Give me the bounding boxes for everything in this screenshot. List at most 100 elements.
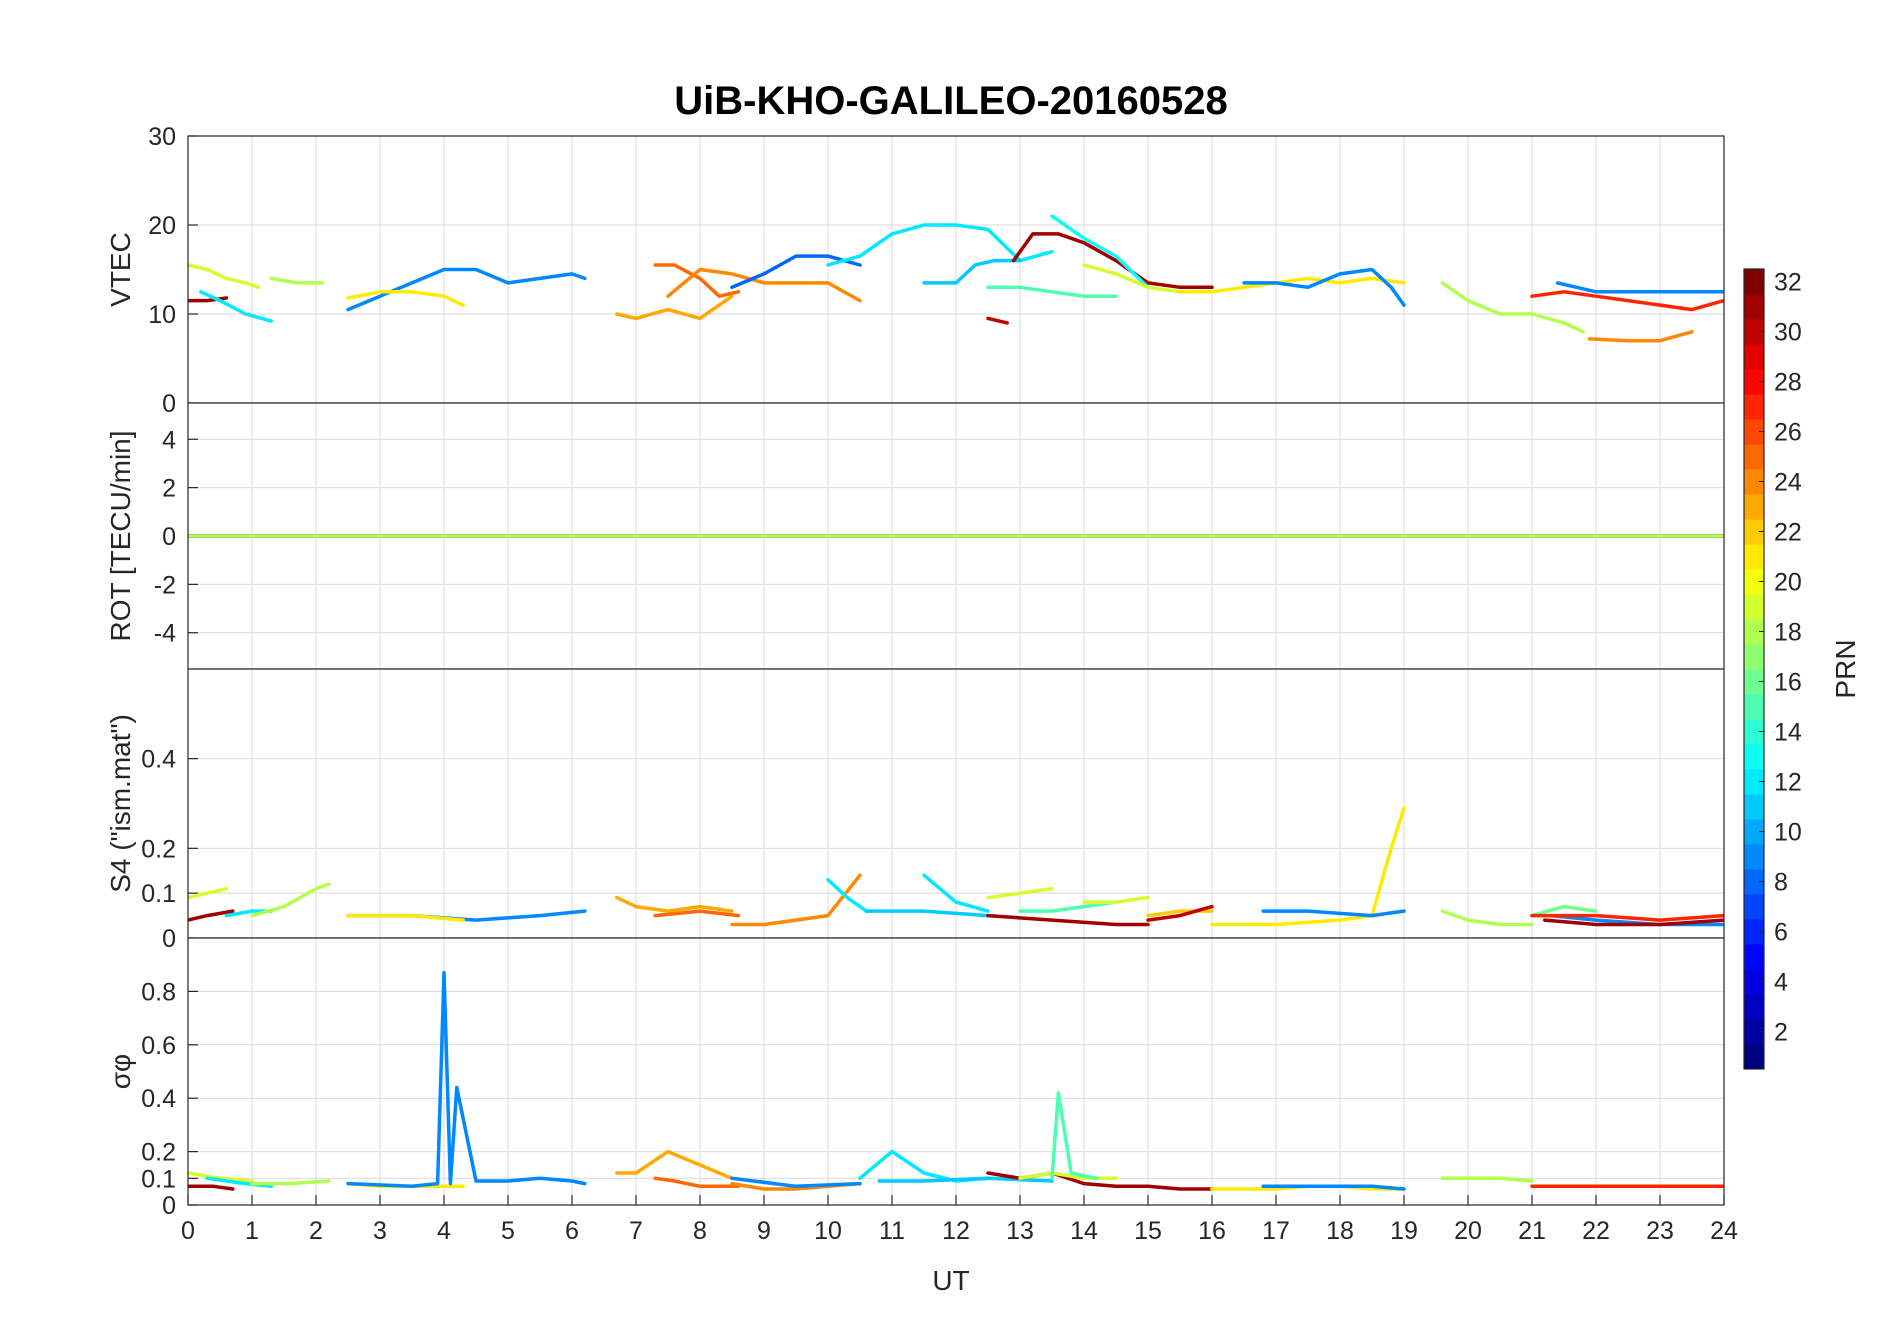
y-tick-label: 0: [162, 523, 176, 551]
colorbar-label: PRN: [1830, 639, 1861, 698]
panel-4: 00.10.2 0.4 0.6 0.8 σφ: [105, 937, 1725, 1220]
x-tick-label: 14: [1070, 1217, 1098, 1245]
colorbar-tick-label: 26: [1774, 419, 1802, 447]
colorbar-frame: [1743, 268, 1765, 1070]
colorbar-tick-label: 18: [1774, 619, 1802, 647]
x-tick-label: 15: [1134, 1217, 1162, 1245]
colorbar-swatch: [1744, 269, 1764, 295]
y-tick-label: 2: [162, 475, 176, 503]
x-tick-label: 11: [879, 1217, 905, 1245]
series-line-prn-9: [1242, 267, 1406, 307]
series-line-prn-9: [1549, 913, 1724, 927]
series-group: [188, 214, 1724, 343]
series-line-prn-18: [1440, 909, 1534, 927]
colorbar-swatch: [1744, 719, 1764, 745]
series-line-prn-19: [1082, 895, 1150, 904]
series-line-prn-24: [1587, 330, 1694, 343]
series-line-prn-18: [1440, 281, 1585, 334]
colorbar-swatch: [1744, 544, 1764, 570]
colorbar-tick-label: 6: [1774, 919, 1788, 947]
series-line-prn-19: [188, 886, 229, 900]
y-tick-label: 20: [148, 212, 176, 240]
y-tick-label: 0.2: [141, 835, 176, 863]
colorbar-tick-label: 8: [1774, 869, 1788, 897]
y-tick-label: 4: [162, 426, 176, 454]
series-line-prn-31: [188, 909, 235, 922]
colorbar-swatch: [1744, 394, 1764, 420]
colorbar-swatch: [1744, 319, 1764, 345]
x-tick-label: 5: [501, 1217, 515, 1245]
colorbar-swatch: [1744, 769, 1764, 795]
series-line-prn-30: [986, 316, 1009, 325]
y-tick-label: 0.4: [141, 746, 176, 774]
x-tick-label: 2: [309, 1217, 323, 1245]
x-tick-label: 18: [1326, 1217, 1354, 1245]
colorbar-swatch: [1744, 494, 1764, 520]
series-line-prn-8: [730, 254, 862, 290]
x-tick-label: 7: [629, 1217, 643, 1245]
y-tick-label: 0.1: [141, 1165, 176, 1193]
colorbar-swatch: [1744, 894, 1764, 920]
colorbar-swatch: [1744, 819, 1764, 845]
series-line-prn-16: [1530, 904, 1598, 918]
series-line-prn-19: [188, 263, 261, 290]
y-tick-label: 0: [162, 1192, 176, 1220]
series-line-prn-12: [826, 223, 1054, 267]
colorbar-swatch: [1744, 944, 1764, 970]
x-tick-label: 19: [1390, 1217, 1418, 1245]
colorbar-tick-label: 4: [1774, 969, 1788, 997]
series-line-prn-21: [346, 290, 465, 307]
colorbar-swatch: [1744, 419, 1764, 445]
series-line-prn-11: [864, 909, 990, 918]
y-tick-label: 10: [148, 301, 176, 329]
series-line-prn-31: [1011, 232, 1214, 290]
colorbar-tick-label: 2: [1774, 1019, 1788, 1047]
series-line-prn-21: [1178, 276, 1406, 294]
panel-1: 0 10 20 30 VTEC: [105, 123, 1725, 418]
series-line-prn-15: [1018, 900, 1118, 913]
y-tick-label: 0.8: [141, 978, 176, 1006]
series-group: [188, 970, 1724, 1191]
series-line-prn-23: [615, 294, 734, 321]
series-line-prn-13: [1050, 214, 1150, 290]
x-tick-label: 17: [1262, 1217, 1290, 1245]
chart-title: UiB-KHO-GALILEO-20160528: [674, 79, 1227, 123]
series-line-prn-12: [205, 1176, 273, 1189]
colorbar-swatch: [1744, 569, 1764, 595]
colorbar-tick-label: 10: [1774, 819, 1802, 847]
series-line-prn-15: [986, 285, 1118, 298]
colorbar-swatch: [1744, 594, 1764, 620]
y-axis-label: S4 ("ism.mat"): [105, 714, 136, 893]
y-tick-label: 0.2: [141, 1139, 176, 1167]
y-tick-label: 30: [148, 123, 176, 151]
x-tick-label: 13: [1006, 1217, 1034, 1245]
colorbar-swatch: [1744, 1019, 1764, 1045]
colorbar-swatch: [1744, 369, 1764, 395]
x-axis-label: UT: [932, 1265, 969, 1296]
series-line-prn-18: [269, 276, 325, 285]
series-line-prn-31: [986, 913, 1150, 927]
series-line-prn-24: [666, 267, 862, 303]
series-line-prn-9: [1261, 909, 1406, 918]
panel-3: 0 0.1 0.2 0.4S4 ("ism.mat"): [105, 668, 1725, 953]
x-tick-label: 23: [1646, 1217, 1674, 1245]
series-line-prn-19: [1018, 1171, 1118, 1181]
colorbar-swatch: [1744, 294, 1764, 320]
colorbar-swatch: [1744, 694, 1764, 720]
x-tick-label: 10: [814, 1217, 842, 1245]
y-tick-label: -4: [154, 620, 176, 648]
x-axis: 0 1 2 3 4 5 6 7 8 9 10 11 12 13 14 15 16 17 18 19 20 21 22 23 24: [181, 1195, 1738, 1245]
x-tick-label: 3: [373, 1217, 387, 1245]
colorbar-swatch: [1744, 344, 1764, 370]
series-line-prn-11: [922, 258, 1022, 285]
x-tick-label: 0: [181, 1217, 195, 1245]
colorbar-tick-label: 24: [1774, 469, 1802, 497]
colorbar-swatch: [1744, 969, 1764, 995]
series-line-prn-18: [250, 882, 331, 918]
series-line-prn-25: [653, 909, 741, 918]
series-line-prn-19: [986, 886, 1054, 900]
series-line-prn-9: [1261, 1184, 1406, 1191]
